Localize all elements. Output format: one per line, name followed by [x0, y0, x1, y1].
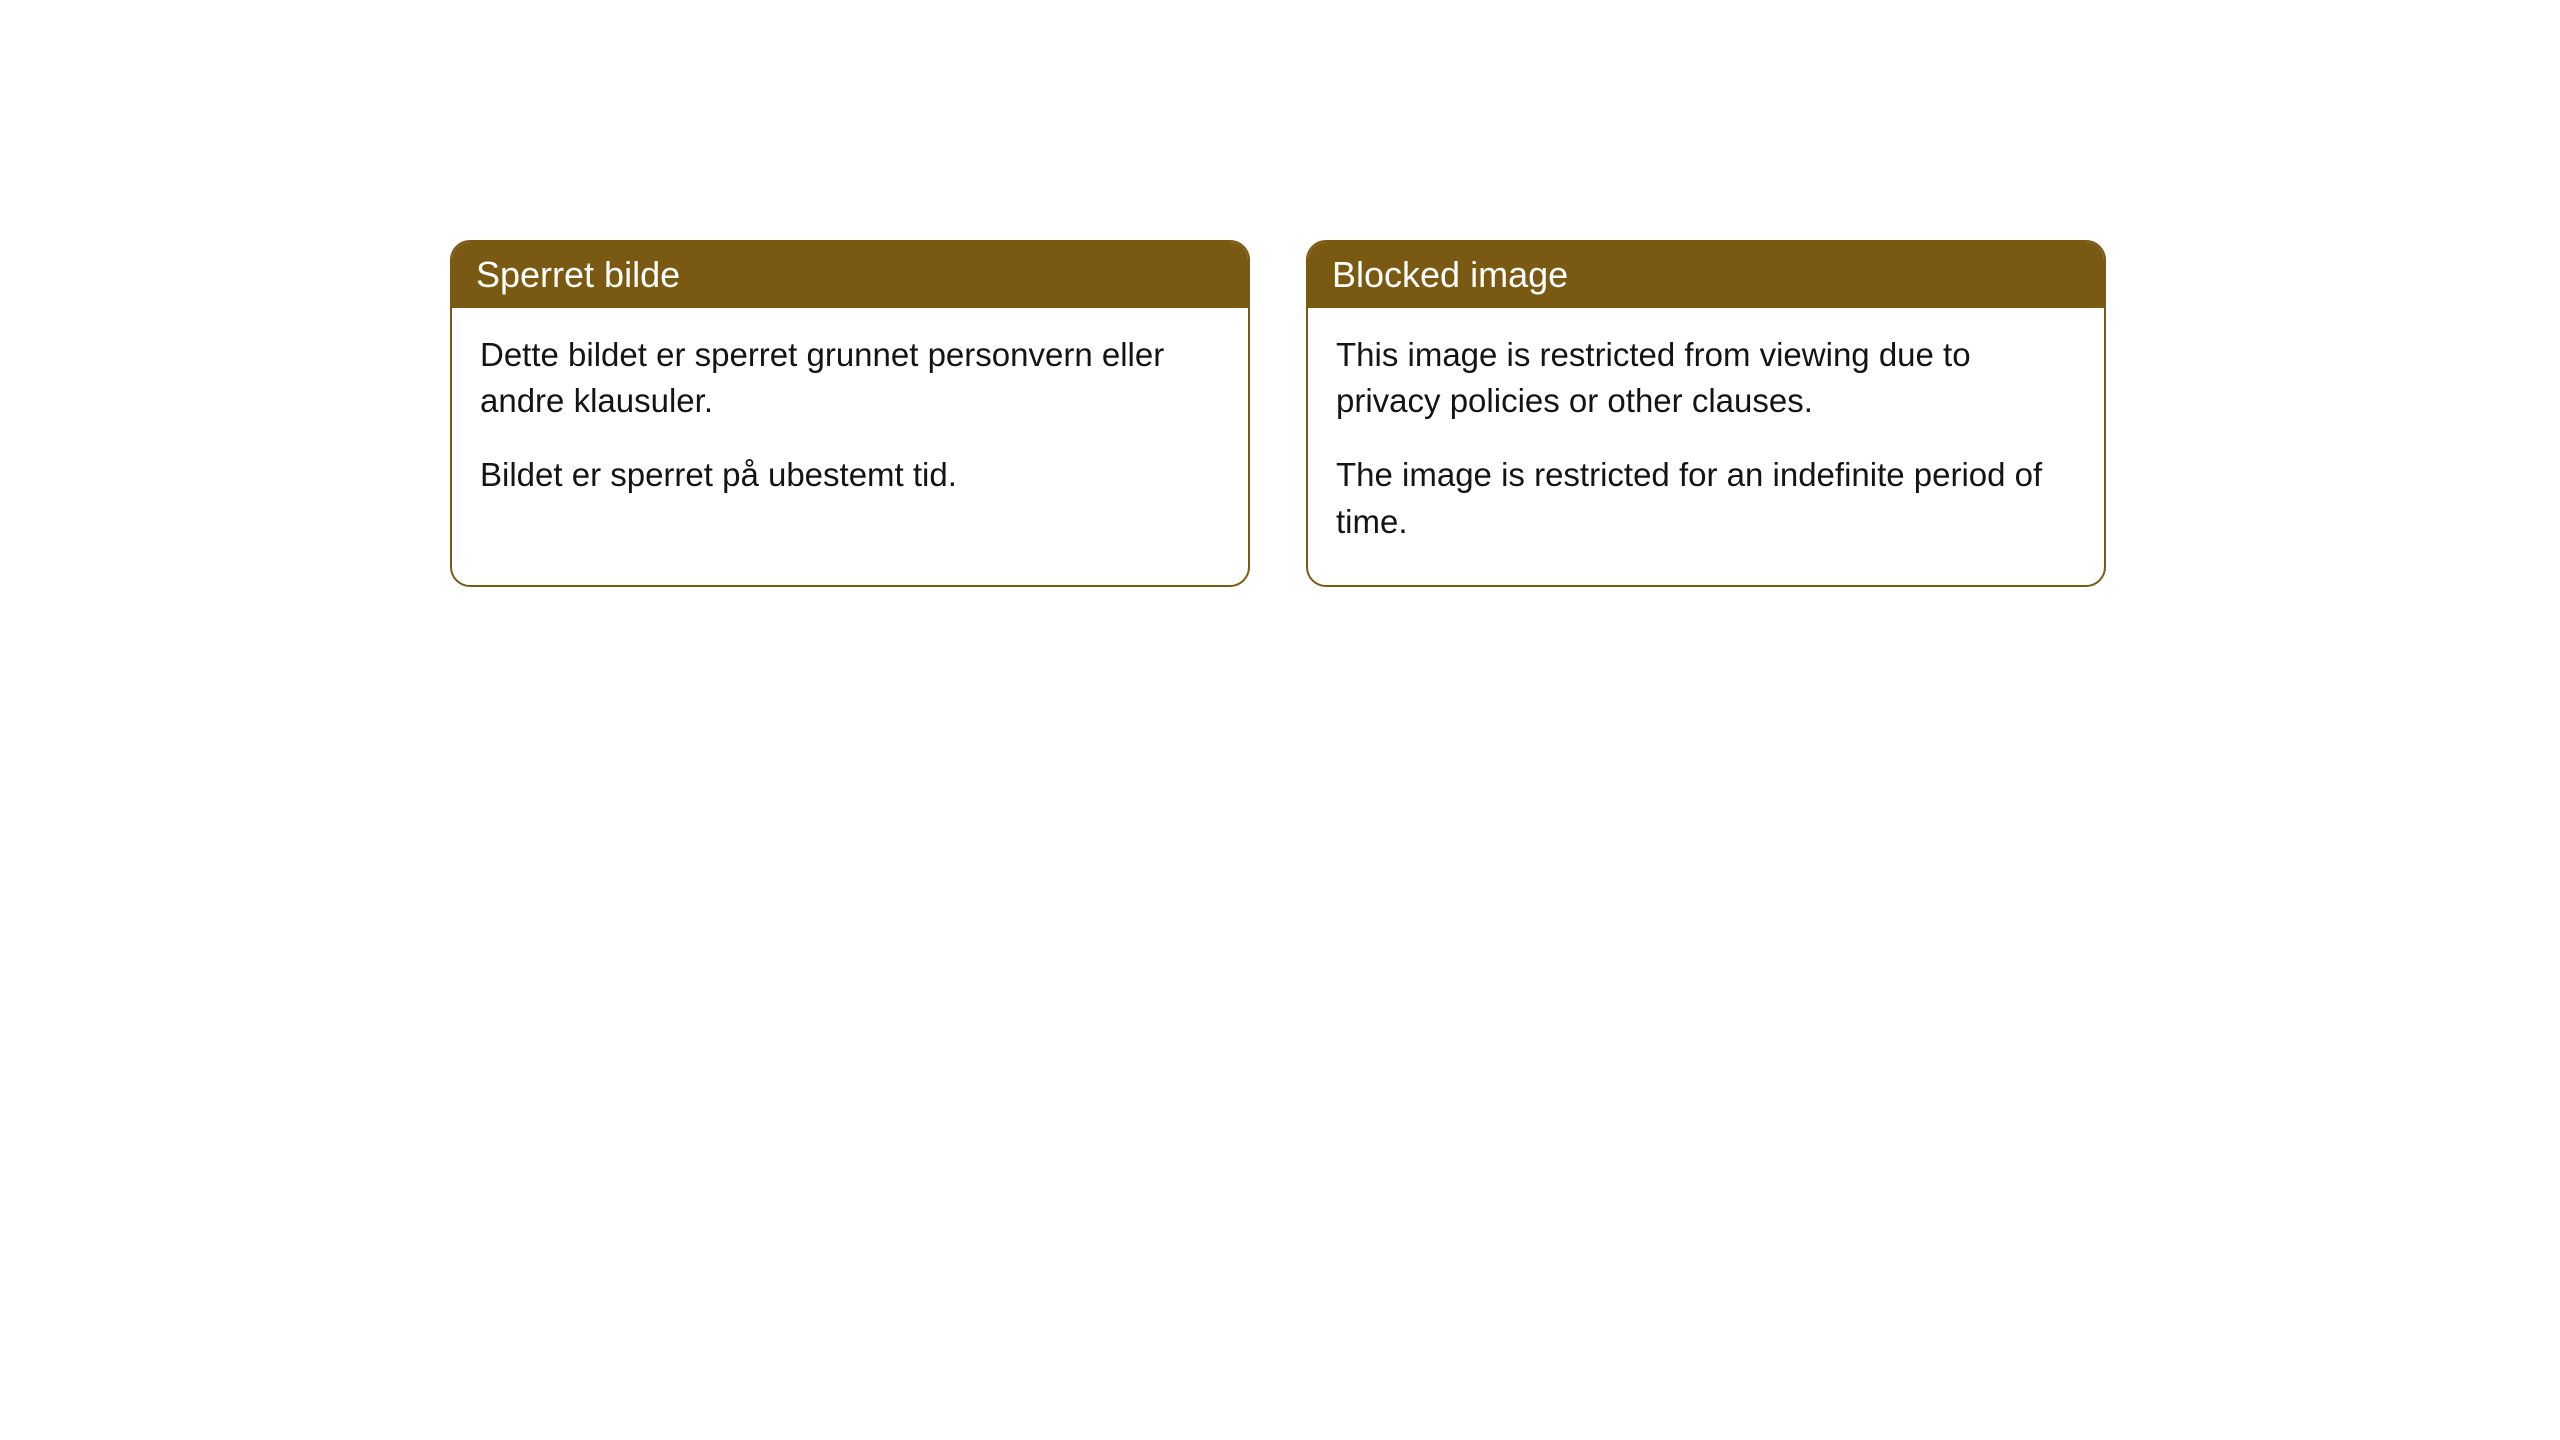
card-paragraph: The image is restricted for an indefinit… — [1336, 452, 2076, 544]
card-body-norwegian: Dette bildet er sperret grunnet personve… — [452, 308, 1248, 539]
card-english: Blocked image This image is restricted f… — [1306, 240, 2106, 587]
card-header-english: Blocked image — [1308, 242, 2104, 308]
card-header-norwegian: Sperret bilde — [452, 242, 1248, 308]
card-body-english: This image is restricted from viewing du… — [1308, 308, 2104, 585]
card-paragraph: Bildet er sperret på ubestemt tid. — [480, 452, 1220, 498]
card-paragraph: This image is restricted from viewing du… — [1336, 332, 2076, 424]
card-norwegian: Sperret bilde Dette bildet er sperret gr… — [450, 240, 1250, 587]
cards-container: Sperret bilde Dette bildet er sperret gr… — [0, 0, 2560, 587]
card-paragraph: Dette bildet er sperret grunnet personve… — [480, 332, 1220, 424]
